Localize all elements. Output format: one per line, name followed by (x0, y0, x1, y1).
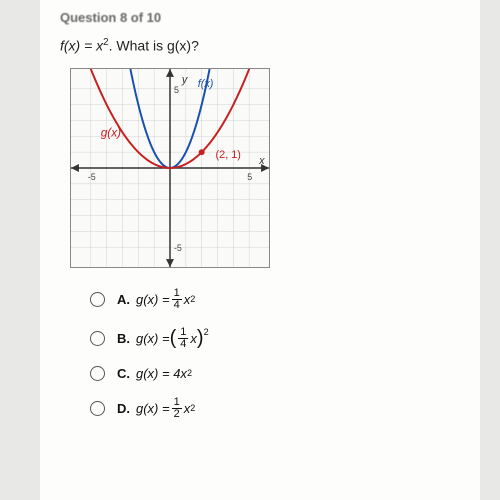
x-label: x (258, 155, 265, 167)
opt-c-letter: C. (117, 366, 130, 381)
opt-c-text: g(x) = 4x (136, 366, 187, 381)
opt-b-exp: 2 (204, 327, 209, 337)
radio-b[interactable] (90, 331, 105, 346)
option-a[interactable]: A. g(x) = 14 x2 (90, 288, 460, 311)
opt-a-letter: A. (117, 292, 130, 307)
option-d[interactable]: D. g(x) = 12 x2 (90, 397, 460, 420)
arrow-up (166, 69, 174, 77)
q-fx: f(x) = x (60, 38, 103, 54)
opt-d-lhs: g(x) = (136, 401, 170, 416)
marked-point (199, 149, 205, 155)
tick-neg-y: -5 (174, 243, 182, 253)
arrow-down (166, 259, 174, 267)
radio-a[interactable] (90, 292, 105, 307)
g-label: g(x) (101, 125, 121, 139)
opt-d-letter: D. (117, 401, 130, 416)
q-suffix: . What is g(x)? (109, 38, 199, 54)
arrow-left (71, 164, 79, 172)
opt-b-lhs: g(x) = (136, 331, 170, 346)
tick-neg-x: -5 (88, 172, 96, 182)
opt-d-frac: 12 (172, 397, 182, 420)
question-prompt: f(x) = x2. What is g(x)? (60, 37, 460, 54)
f-label: f(x) (198, 77, 214, 89)
graph-container: -5 5 5 -5 y x f(x) g(x) (2, 1) (70, 68, 270, 268)
option-c[interactable]: C. g(x) = 4x2 (90, 366, 460, 381)
opt-b-close: ) (197, 327, 204, 350)
opt-c-exp: 2 (187, 368, 192, 378)
opt-b-frac: 14 (178, 327, 188, 350)
graph-svg: -5 5 5 -5 y x f(x) g(x) (2, 1) (71, 69, 269, 267)
opt-a-exp: 2 (190, 294, 195, 304)
point-label: (2, 1) (216, 149, 241, 161)
tick-pos-x: 5 (247, 172, 252, 182)
opt-b-letter: B. (117, 331, 130, 346)
opt-a-frac: 14 (172, 288, 182, 311)
radio-c[interactable] (90, 366, 105, 381)
option-b[interactable]: B. g(x) = ( 14 x )2 (90, 327, 460, 350)
opt-a-lhs: g(x) = (136, 292, 170, 307)
options-list: A. g(x) = 14 x2 B. g(x) = ( 14 x )2 C. g… (90, 288, 460, 420)
opt-b-open: ( (170, 327, 177, 350)
radio-d[interactable] (90, 401, 105, 416)
opt-d-exp: 2 (190, 403, 195, 413)
tick-pos-y: 5 (174, 84, 179, 94)
question-number: Question 8 of 10 (60, 10, 460, 25)
y-label: y (181, 74, 188, 86)
